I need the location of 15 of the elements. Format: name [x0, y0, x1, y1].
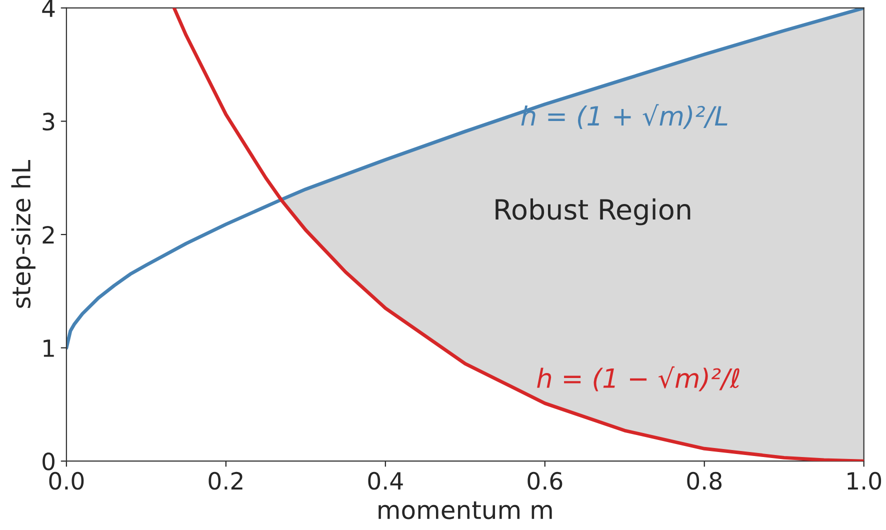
- y-tick-label: 3: [42, 112, 54, 131]
- y-axis-title: step-size hL: [11, 160, 36, 308]
- y-tick-label: 1: [44, 340, 54, 357]
- annotation: Robust Region: [496, 198, 690, 226]
- x-tick-label: 0.8: [687, 472, 722, 490]
- x-tick-label: 1.0: [848, 472, 882, 490]
- y-tick-label: 2: [42, 226, 54, 244]
- y-tick-label: 4: [42, 0, 55, 17]
- x-tick-label: 0.4: [368, 472, 403, 490]
- x-tick-label: 0.2: [208, 472, 242, 490]
- x-tick-label: 0.6: [528, 472, 562, 490]
- x-axis-title: momentum m: [378, 501, 552, 520]
- y-tick-label: 0: [42, 452, 54, 470]
- series-label: h = (1 − √m)²/ℓ: [537, 366, 740, 392]
- x-tick-label: 0.0: [49, 472, 84, 490]
